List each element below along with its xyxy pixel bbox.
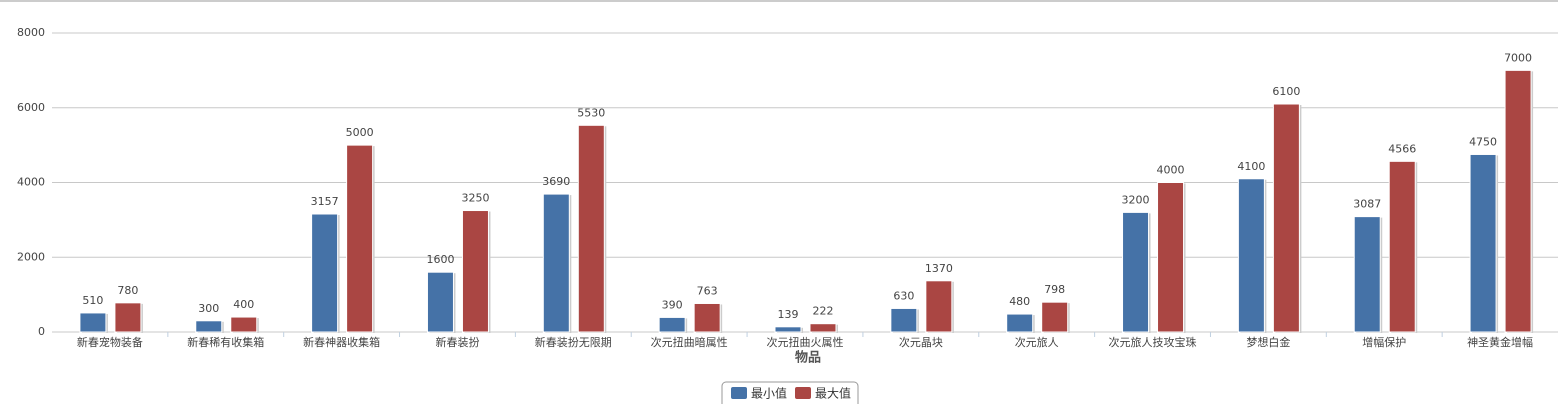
bar: [693, 302, 721, 333]
value-label: 480: [1009, 295, 1030, 308]
x-tick-label: 次元扭曲暗属性: [651, 335, 728, 349]
y-tick-label: 4000: [17, 176, 45, 189]
value-label: 763: [697, 284, 718, 297]
legend-swatch: [731, 387, 747, 399]
x-tick-label: 新春宠物装备: [77, 335, 143, 349]
bar: [658, 316, 686, 333]
x-tick-label: 新春装扮: [435, 335, 479, 349]
value-label: 4000: [1157, 164, 1185, 177]
value-label: 4100: [1237, 160, 1265, 173]
bar: [230, 316, 258, 333]
value-label: 5000: [346, 126, 374, 139]
value-label: 4750: [1469, 135, 1497, 148]
value-label: 1370: [925, 262, 953, 275]
y-tick-label: 2000: [17, 250, 45, 263]
value-label: 6100: [1272, 85, 1300, 98]
bar: [195, 320, 223, 333]
bar: [346, 144, 374, 333]
legend-swatch: [795, 387, 811, 399]
bar: [461, 210, 489, 333]
value-label: 390: [662, 298, 683, 311]
value-label: 5530: [577, 106, 605, 119]
x-tick-label: 新春神器收集箱: [303, 335, 380, 349]
value-label: 3250: [461, 192, 489, 205]
bar: [774, 326, 802, 333]
bar: [1504, 69, 1532, 333]
value-label: 3200: [1122, 193, 1150, 206]
legend-box: [721, 381, 859, 404]
bar: [1041, 301, 1069, 333]
value-label: 780: [117, 284, 138, 297]
x-tick-label: 次元晶块: [899, 335, 943, 349]
value-label: 222: [813, 305, 834, 318]
bar: [311, 213, 339, 333]
value-label: 300: [198, 302, 219, 315]
value-label: 3690: [542, 175, 570, 188]
bar: [1388, 160, 1416, 333]
value-label: 139: [778, 308, 799, 321]
value-label: 1600: [426, 253, 454, 266]
value-label: 400: [233, 298, 254, 311]
y-tick-label: 0: [38, 325, 45, 338]
x-tick-label: 增幅保护: [1362, 335, 1406, 349]
x-tick-label: 梦想白金: [1246, 335, 1290, 349]
value-label: 798: [1044, 283, 1065, 296]
x-tick-label: 神圣黄金增幅: [1467, 335, 1533, 349]
legend-label: 最大值: [815, 386, 851, 401]
value-label: 3087: [1353, 198, 1381, 211]
bar: [1272, 103, 1300, 333]
value-label: 3157: [311, 195, 339, 208]
bar: [809, 323, 837, 333]
legend-label: 最小值: [751, 386, 787, 401]
x-tick-label: 新春稀有收集箱: [187, 335, 264, 349]
x-tick-label: 次元旅人: [1015, 335, 1059, 349]
x-tick-label: 次元扭曲火属性: [767, 335, 844, 349]
value-label: 510: [82, 294, 103, 307]
value-label: 4566: [1388, 142, 1416, 155]
x-tick-label: 次元旅人技攻宝珠: [1109, 335, 1197, 349]
bar: [542, 193, 570, 333]
bar: [577, 124, 605, 333]
bar: [79, 312, 107, 333]
bar: [890, 307, 918, 333]
bar: [925, 280, 953, 333]
value-label: 630: [893, 289, 914, 302]
bar: [1157, 182, 1185, 333]
bar: [114, 302, 142, 333]
x-tick-label: 新春装扮无限期: [535, 335, 612, 349]
bar: [1353, 216, 1381, 333]
y-tick-label: 6000: [17, 101, 45, 114]
bar: [1006, 313, 1034, 333]
bar: [426, 271, 454, 333]
y-tick-label: 8000: [17, 26, 45, 39]
bar: [1237, 178, 1265, 333]
bar: [1469, 153, 1497, 333]
x-axis-title: 物品: [795, 350, 821, 366]
value-label: 7000: [1504, 51, 1532, 64]
bar: [1122, 211, 1150, 333]
